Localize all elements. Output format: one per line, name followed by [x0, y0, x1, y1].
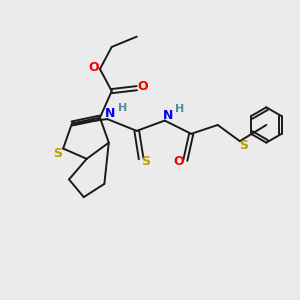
Text: O: O	[173, 155, 184, 168]
Text: S: S	[141, 155, 150, 168]
Text: N: N	[105, 107, 116, 120]
Text: O: O	[137, 80, 148, 93]
Text: O: O	[88, 61, 99, 74]
Text: N: N	[163, 109, 173, 122]
Text: S: S	[53, 147, 62, 160]
Text: S: S	[239, 139, 248, 152]
Text: H: H	[176, 104, 185, 114]
Text: H: H	[118, 103, 127, 113]
